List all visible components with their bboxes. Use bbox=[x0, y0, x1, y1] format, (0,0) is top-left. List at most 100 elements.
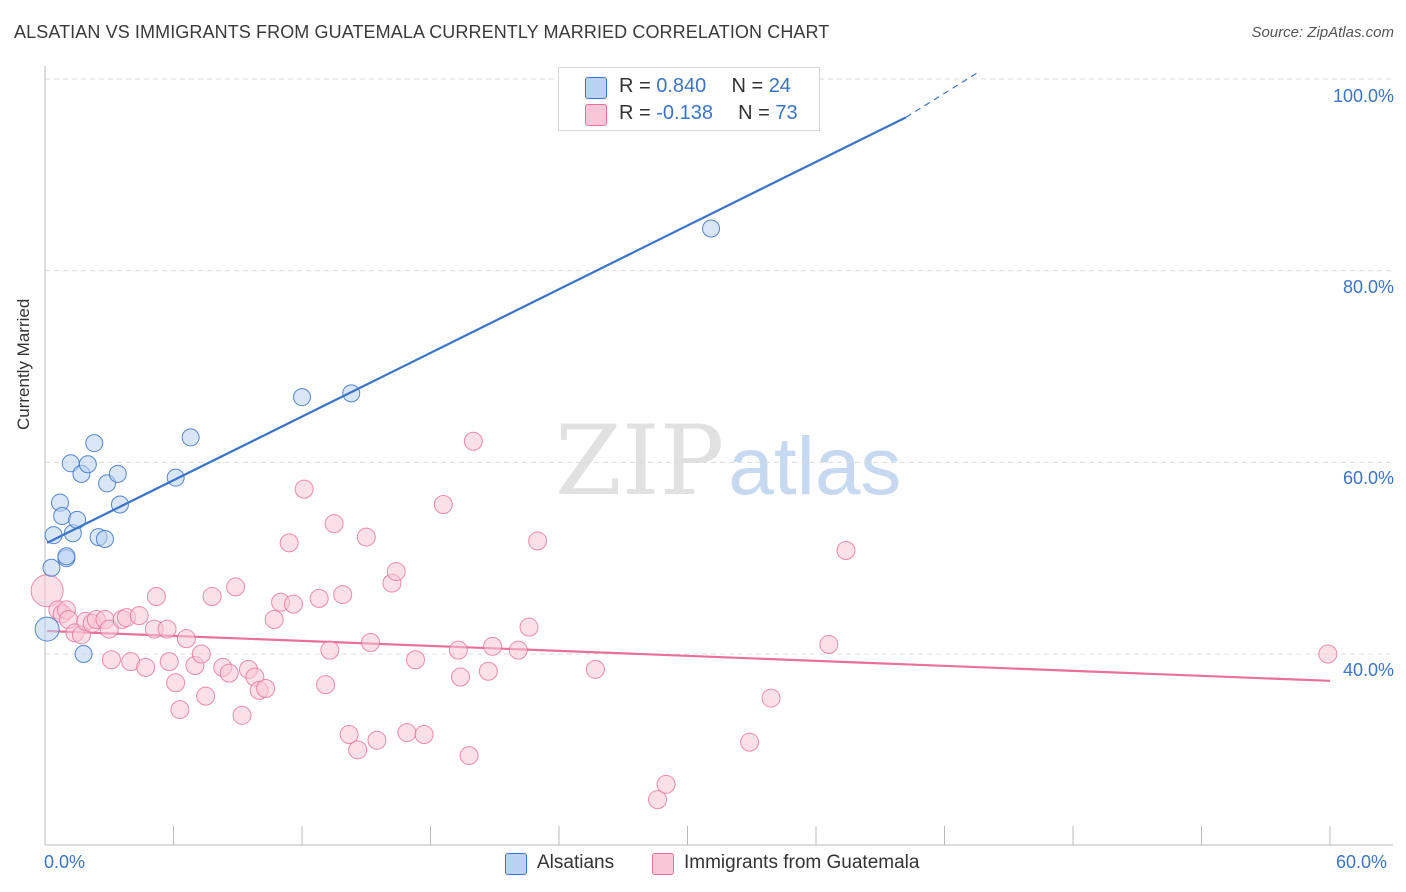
legend-swatch-pink bbox=[652, 853, 674, 875]
y-tick-40: 40.0% bbox=[1342, 660, 1394, 680]
point-guatemala bbox=[264, 610, 284, 629]
point-guatemala bbox=[459, 746, 479, 766]
point-guatemala bbox=[339, 725, 359, 744]
point-guatemala bbox=[320, 640, 340, 660]
point-guatemala bbox=[367, 730, 387, 750]
n-value: 73 bbox=[775, 102, 798, 124]
point-alsatians bbox=[34, 616, 60, 642]
point-guatemala bbox=[166, 673, 186, 693]
stats-legend: R = 0.840 N = 24 R = -0.138 N = 73 bbox=[558, 67, 820, 131]
point-guatemala bbox=[528, 531, 548, 551]
point-guatemala bbox=[740, 732, 760, 752]
point-guatemala bbox=[450, 667, 470, 687]
trend-line-guatemala bbox=[47, 629, 1331, 682]
trend-line-blue-extension bbox=[905, 72, 977, 118]
point-guatemala bbox=[146, 587, 166, 606]
point-guatemala bbox=[159, 652, 179, 672]
point-guatemala bbox=[478, 661, 498, 681]
point-guatemala bbox=[397, 723, 417, 743]
point-guatemala bbox=[196, 686, 216, 706]
x-tick-60: 60.0% bbox=[1336, 852, 1388, 872]
point-guatemala bbox=[386, 562, 406, 582]
point-guatemala bbox=[309, 588, 329, 608]
point-guatemala bbox=[279, 533, 299, 553]
point-guatemala bbox=[191, 644, 211, 664]
point-guatemala bbox=[333, 585, 353, 605]
point-guatemala bbox=[157, 619, 177, 639]
source-label: Source: ZipAtlas.com bbox=[1251, 24, 1394, 41]
y-axis-label: Currently Married bbox=[14, 298, 33, 430]
point-guatemala bbox=[761, 688, 781, 708]
point-alsatians bbox=[74, 645, 93, 663]
point-guatemala bbox=[585, 659, 605, 679]
legend-label-guatemala: Immigrants from Guatemala bbox=[684, 852, 920, 873]
y-tick-60: 60.0% bbox=[1342, 468, 1394, 488]
point-guatemala bbox=[176, 629, 196, 649]
legend-swatch-blue bbox=[505, 853, 527, 875]
point-guatemala bbox=[283, 594, 303, 614]
point-guatemala bbox=[361, 633, 381, 652]
chart-title: ALSATIAN VS IMMIGRANTS FROM GUATEMALA CU… bbox=[14, 22, 830, 42]
point-guatemala bbox=[836, 541, 856, 560]
point-guatemala bbox=[483, 636, 503, 656]
point-alsatians bbox=[293, 388, 311, 407]
point-guatemala bbox=[1318, 644, 1338, 664]
point-alsatians bbox=[95, 530, 114, 548]
point-guatemala bbox=[463, 431, 483, 451]
r-value: -0.138 bbox=[656, 102, 713, 124]
point-guatemala bbox=[202, 587, 222, 606]
point-alsatians bbox=[181, 428, 200, 447]
watermark-atlas: atlas bbox=[728, 421, 902, 512]
n-label: N = bbox=[731, 75, 764, 97]
n-label: N = bbox=[738, 102, 770, 124]
point-alsatians bbox=[44, 526, 63, 545]
n-value: 24 bbox=[768, 75, 791, 97]
watermark: ZIPatlas bbox=[555, 405, 901, 517]
y-tick-80: 80.0% bbox=[1342, 277, 1394, 297]
point-guatemala bbox=[219, 663, 239, 683]
point-guatemala bbox=[819, 634, 839, 654]
r-label: R = bbox=[619, 75, 651, 97]
trend-line-alsatians bbox=[46, 72, 977, 544]
point-guatemala bbox=[170, 700, 190, 720]
point-guatemala bbox=[356, 527, 376, 547]
point-guatemala bbox=[508, 640, 528, 660]
point-guatemala bbox=[414, 725, 434, 744]
point-alsatians bbox=[85, 434, 104, 453]
point-guatemala bbox=[256, 679, 276, 698]
point-alsatians bbox=[57, 547, 76, 566]
point-guatemala bbox=[406, 650, 426, 670]
points-guatemala bbox=[30, 431, 1338, 810]
r-label: R = bbox=[619, 102, 651, 124]
point-guatemala bbox=[99, 619, 119, 639]
gridlines bbox=[45, 78, 1393, 655]
point-alsatians bbox=[42, 558, 61, 577]
point-alsatians bbox=[53, 507, 72, 525]
point-alsatians bbox=[108, 464, 127, 483]
point-guatemala bbox=[232, 705, 252, 725]
point-guatemala bbox=[294, 479, 314, 499]
legend-label-alsatians: Alsatians bbox=[537, 852, 615, 873]
x-tick-0: 0.0% bbox=[44, 852, 86, 872]
point-guatemala bbox=[448, 640, 468, 660]
point-guatemala bbox=[129, 606, 149, 626]
watermark-zip: ZIP bbox=[555, 405, 725, 517]
axes bbox=[44, 66, 1393, 846]
point-guatemala bbox=[656, 774, 676, 794]
point-guatemala bbox=[324, 514, 344, 534]
point-alsatians bbox=[702, 219, 721, 238]
point-guatemala bbox=[226, 577, 246, 597]
point-guatemala bbox=[316, 675, 336, 695]
legend-swatch-pink bbox=[585, 104, 607, 126]
point-guatemala bbox=[136, 657, 156, 677]
point-guatemala bbox=[348, 740, 368, 760]
point-guatemala bbox=[433, 495, 453, 514]
trend-line-pink bbox=[47, 629, 1331, 682]
series-legend: Alsatians Immigrants from Guatemala bbox=[0, 852, 1406, 878]
point-guatemala bbox=[519, 617, 539, 637]
points-alsatians bbox=[34, 219, 721, 663]
point-alsatians bbox=[78, 455, 97, 474]
point-guatemala bbox=[648, 790, 668, 810]
y-tick-100: 100.0% bbox=[1332, 86, 1394, 106]
